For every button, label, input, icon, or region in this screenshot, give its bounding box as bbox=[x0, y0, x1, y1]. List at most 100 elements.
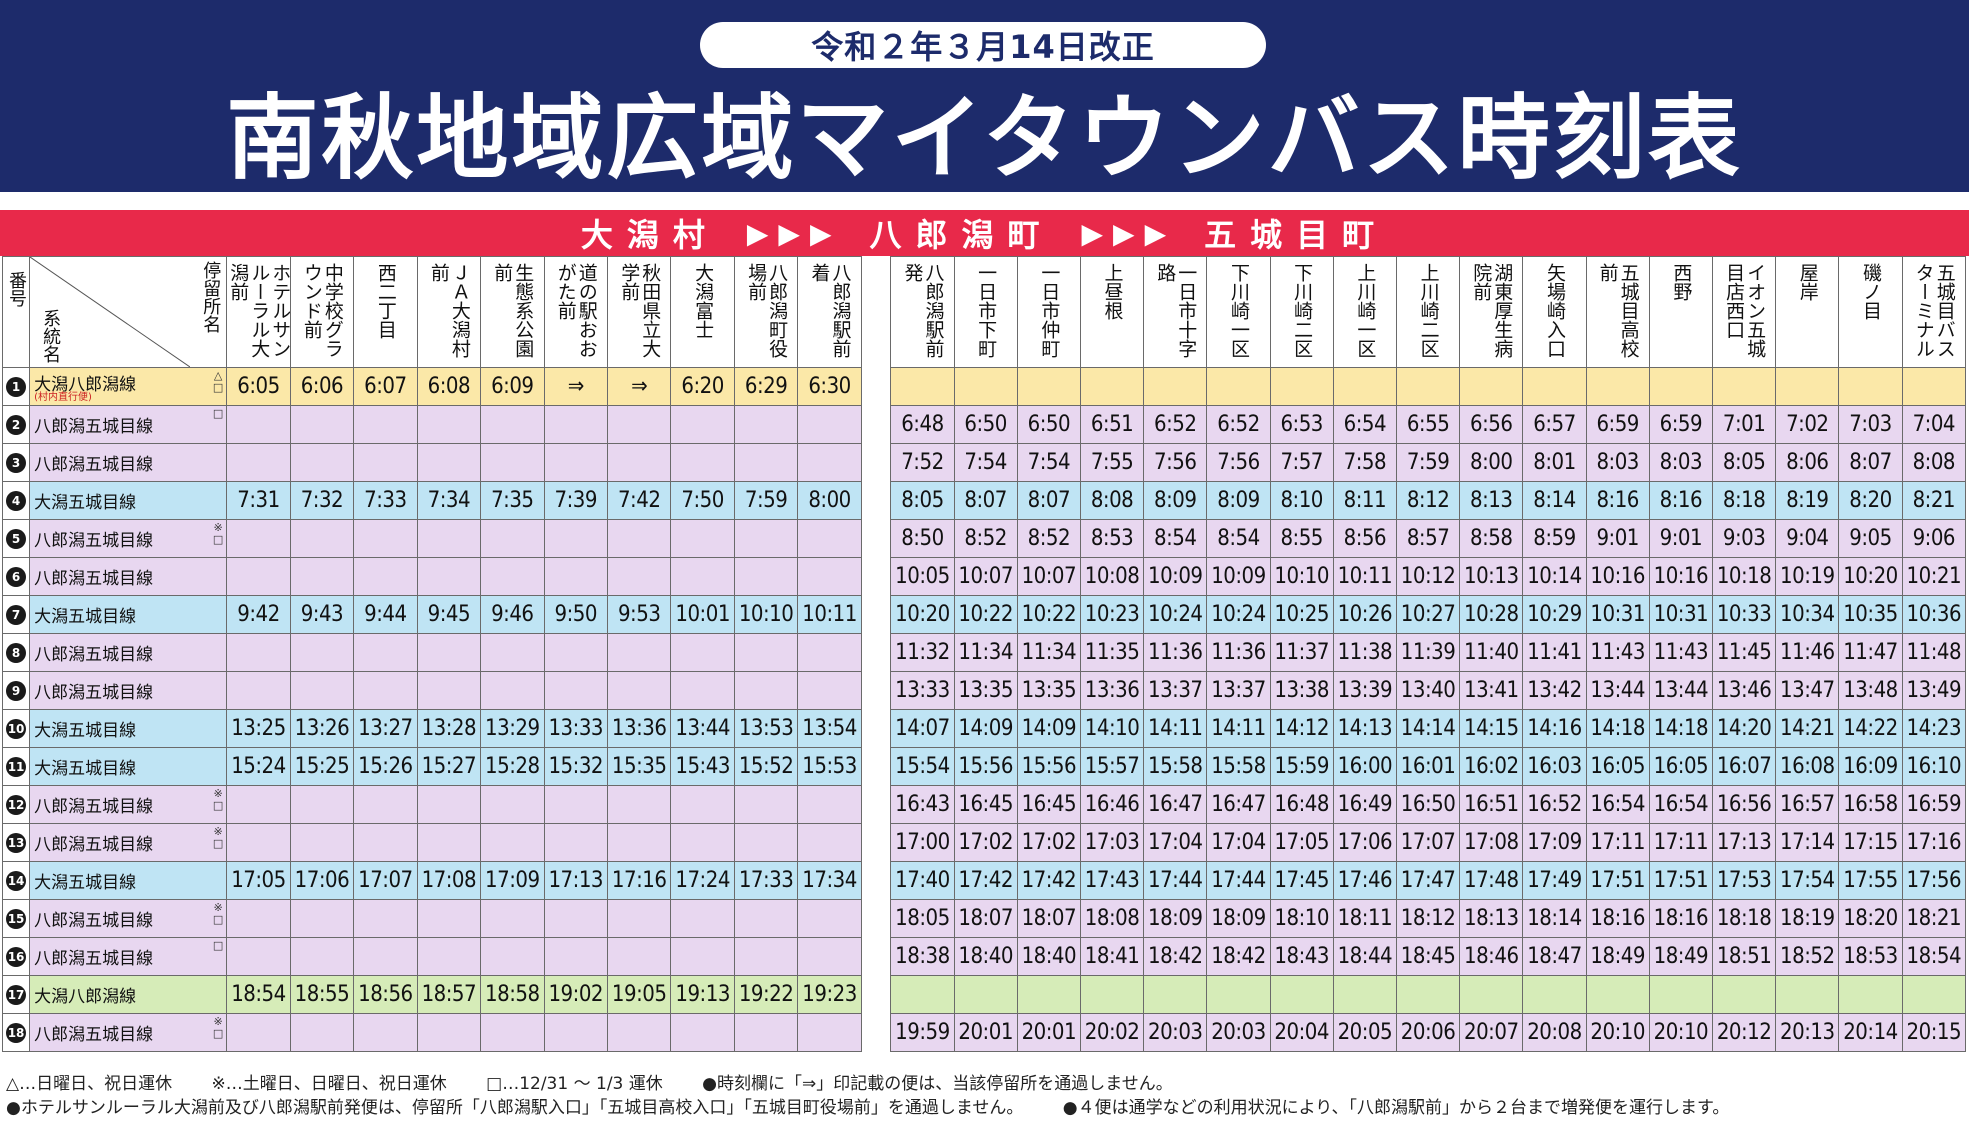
time-cell: 10:09 bbox=[1206, 557, 1271, 596]
time-cell: 10:22 bbox=[953, 595, 1018, 634]
time-cell: 14:11 bbox=[1143, 709, 1208, 748]
time-cell bbox=[1459, 975, 1524, 1014]
time-cell: 18:05 bbox=[890, 899, 955, 938]
time-cell: 18:58 bbox=[480, 975, 545, 1014]
time-cell: 17:02 bbox=[1016, 823, 1081, 862]
time-cell: 6:30 bbox=[797, 367, 862, 406]
stop-name: 矢場崎入口 bbox=[1543, 263, 1566, 358]
time-cell: 16:59 bbox=[1901, 785, 1967, 824]
footnotes: △…日曜日、祝日運休 ※…土曜日、日曜日、祝日運休 □…12/31 ～ 1/3 … bbox=[6, 1072, 1964, 1120]
time-cell: 6:20 bbox=[670, 367, 735, 406]
time-cell: 16:05 bbox=[1585, 747, 1650, 786]
service-marks: ※ □ bbox=[212, 787, 224, 812]
route-name-cell: 大潟八郎潟線 (村内直行便) △ □ bbox=[29, 367, 228, 406]
row-number-badge: 9 bbox=[6, 681, 27, 701]
time-cell: 20:02 bbox=[1079, 1013, 1145, 1052]
time-cell: 8:58 bbox=[1459, 519, 1524, 558]
stop-header: 矢場崎入口 bbox=[1522, 256, 1587, 368]
time-cell: 8:54 bbox=[1206, 519, 1271, 558]
note-sunday: △…日曜日、祝日運休 bbox=[6, 1074, 173, 1094]
time-cell: 18:16 bbox=[1585, 899, 1650, 938]
stop-name: ＪＡ大潟村前 bbox=[427, 263, 471, 358]
route-name: 八郎潟五城目線 bbox=[34, 835, 154, 855]
stop-header: 一日市下町 bbox=[953, 256, 1018, 368]
time-cell: 13:33 bbox=[543, 709, 608, 748]
time-cell: 8:08 bbox=[1079, 481, 1145, 520]
time-cell bbox=[416, 671, 482, 710]
table-row: 8 八郎潟五城目線 11:32 11:34 11:34 11:35 11:36 11:36 11… bbox=[1, 633, 1967, 672]
time-cell: 9:46 bbox=[480, 595, 545, 634]
time-cell: 19:13 bbox=[670, 975, 735, 1014]
table-row: 4 大潟五城目線 7:31 7:32 7:33 7:34 7:35 7:39 7:42 7:50 7… bbox=[1, 481, 1967, 520]
table-row: 3 八郎潟五城目線 7:52 7:54 7:54 7:55 7:56 7:56 7:57 7:58… bbox=[1, 443, 1967, 482]
route-name: 八郎潟五城目線 bbox=[34, 1025, 154, 1045]
time-cell bbox=[416, 443, 482, 482]
time-cell: 16:45 bbox=[953, 785, 1018, 824]
service-marks: ※ □ bbox=[212, 825, 224, 850]
column-gap bbox=[860, 861, 892, 900]
stop-name: 八郎潟駅前発 bbox=[901, 263, 945, 358]
row-number-badge: 14 bbox=[6, 871, 27, 891]
time-cell bbox=[226, 823, 291, 862]
route-name: 八郎潟五城目線 bbox=[34, 417, 154, 437]
service-marks: △ □ bbox=[212, 369, 224, 394]
time-cell: 18:44 bbox=[1332, 937, 1397, 976]
time-cell bbox=[670, 785, 735, 824]
route-name-cell: 八郎潟五城目線 bbox=[29, 671, 228, 710]
timetable: 番号 停留所名 系統名 ホテルサンルーラル大潟前 中学校グラウンド前 西二丁目 ＪＡ大… bbox=[1, 256, 1967, 1052]
time-cell bbox=[606, 519, 672, 558]
time-cell: 18:16 bbox=[1648, 899, 1713, 938]
time-cell: 6:59 bbox=[1648, 405, 1713, 444]
time-cell: 7:55 bbox=[1079, 443, 1145, 482]
time-cell bbox=[953, 367, 1018, 406]
time-cell: 6:59 bbox=[1585, 405, 1650, 444]
time-cell: 10:07 bbox=[1016, 557, 1081, 596]
stop-name: 八郎潟駅前着 bbox=[808, 263, 852, 358]
time-cell: 16:02 bbox=[1459, 747, 1524, 786]
route-name-cell: 八郎潟五城目線 bbox=[29, 633, 228, 672]
time-cell: 8:12 bbox=[1395, 481, 1461, 520]
time-cell bbox=[1838, 367, 1903, 406]
route-name-cell: 八郎潟五城目線 □ bbox=[29, 937, 228, 976]
time-cell: 7:35 bbox=[480, 481, 545, 520]
time-cell: ⇒ bbox=[543, 367, 608, 406]
time-cell: 8:09 bbox=[1143, 481, 1208, 520]
time-cell: 8:19 bbox=[1775, 481, 1840, 520]
time-cell bbox=[480, 557, 545, 596]
time-cell: 17:09 bbox=[1522, 823, 1587, 862]
time-cell bbox=[606, 1013, 672, 1052]
time-cell: 18:07 bbox=[1016, 899, 1081, 938]
time-cell: 14:09 bbox=[1016, 709, 1081, 748]
time-cell: 13:38 bbox=[1269, 671, 1334, 710]
time-cell bbox=[543, 671, 608, 710]
route-name: 八郎潟五城目線 bbox=[34, 911, 154, 931]
row-number-badge: 8 bbox=[6, 643, 27, 663]
time-cell: 16:10 bbox=[1901, 747, 1967, 786]
route-name: 大潟五城目線 bbox=[34, 493, 137, 513]
row-number: 6 bbox=[1, 557, 31, 596]
route-name-cell: 大潟五城目線 bbox=[29, 709, 228, 748]
time-cell: 17:16 bbox=[1901, 823, 1967, 862]
time-cell: 18:46 bbox=[1459, 937, 1524, 976]
stop-name: 下川崎二区 bbox=[1291, 263, 1314, 358]
time-cell: 18:42 bbox=[1206, 937, 1271, 976]
time-cell: 18:40 bbox=[953, 937, 1018, 976]
time-cell: 10:29 bbox=[1522, 595, 1587, 634]
note-arrow: ●時刻欄に「⇒」印記載の便は、当該停留所を通過しません。 bbox=[702, 1074, 1173, 1094]
column-gap bbox=[860, 256, 892, 368]
route-name: 八郎潟五城目線 bbox=[34, 797, 154, 817]
time-cell: 15:28 bbox=[480, 747, 545, 786]
time-cell: 20:14 bbox=[1838, 1013, 1903, 1052]
time-cell: 13:36 bbox=[606, 709, 672, 748]
number-header: 番号 bbox=[1, 256, 31, 368]
route-name: 八郎潟五城目線 bbox=[34, 645, 154, 665]
table-row: 12 八郎潟五城目線 ※ □ 16:43 16:45 16:45 16:46 16:47 16:… bbox=[1, 785, 1967, 824]
stop-name: 下川崎一区 bbox=[1227, 263, 1250, 358]
time-cell bbox=[606, 405, 672, 444]
time-cell: ⇒ bbox=[606, 367, 672, 406]
time-cell bbox=[480, 405, 545, 444]
time-cell: 17:42 bbox=[953, 861, 1018, 900]
time-cell bbox=[733, 443, 799, 482]
time-cell: 20:12 bbox=[1711, 1013, 1777, 1052]
time-cell: 17:15 bbox=[1838, 823, 1903, 862]
